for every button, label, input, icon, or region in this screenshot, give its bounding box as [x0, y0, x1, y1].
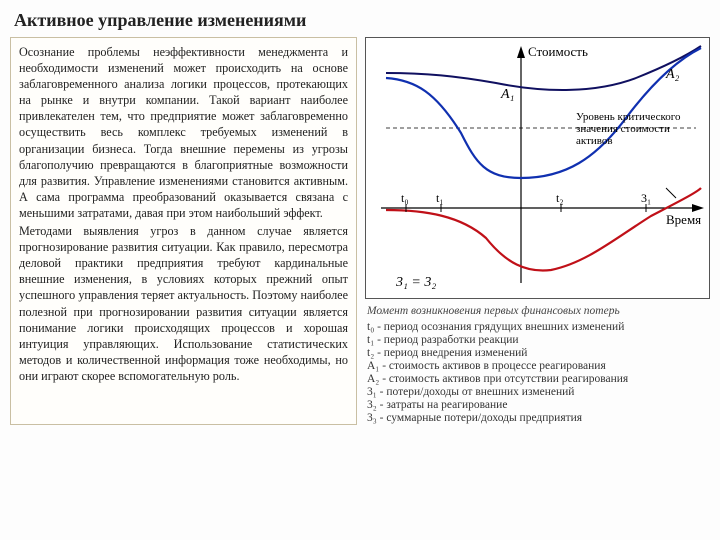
tick-t2: t₂: [556, 191, 564, 205]
paragraph-1: Осознание проблемы неэффективности менед…: [19, 44, 348, 221]
tick-31: 3₁: [641, 191, 651, 205]
legend-z2: 3₂ - затраты на реагирование: [367, 399, 710, 411]
legend-t1: t₁ - период разработки реакции: [367, 334, 710, 346]
legend-z1: 3₁ - потери/доходы от внешних изменений: [367, 386, 710, 398]
y-axis-label: Стоимость: [528, 44, 588, 59]
x-axis-label: Время: [666, 212, 701, 227]
legend-a1: A₁ - стоимость активов в процессе реагир…: [367, 360, 710, 372]
label-a2: A₂: [665, 67, 680, 82]
legend-t0: t₀ - период осознания грядущих внешних и…: [367, 321, 710, 333]
figure-caption: Момент возникновения первых финансовых п…: [367, 305, 710, 317]
paragraph-2: Методами выявления угроз в данном случае…: [19, 223, 348, 384]
tick-t1: t₁: [436, 191, 444, 205]
critical-level-label: Уровень критического значения стоимости …: [576, 111, 683, 147]
legend-t2: t₂ - период внедрения изменений: [367, 347, 710, 359]
content-columns: Осознание проблемы неэффективности менед…: [10, 37, 710, 425]
chart: t₀ t₁ t₂ 3₁ Стоимость Время A₁ A₂ Уровен…: [365, 37, 710, 299]
equation: 3₁ = 3₂: [395, 275, 436, 290]
text-column: Осознание проблемы неэффективности менед…: [10, 37, 357, 425]
legend: t₀ - период осознания грядущих внешних и…: [367, 321, 710, 424]
legend-a2: A₂ - стоимость активов при отсутствии ре…: [367, 373, 710, 385]
legend-z3: 3₃ - суммарные потери/доходы предприятия: [367, 412, 710, 424]
tick-t0: t₀: [401, 191, 409, 205]
page-title: Активное управление изменениями: [14, 10, 710, 31]
figure-column: t₀ t₁ t₂ 3₁ Стоимость Время A₁ A₂ Уровен…: [365, 37, 710, 425]
label-a1: A₁: [500, 87, 514, 102]
